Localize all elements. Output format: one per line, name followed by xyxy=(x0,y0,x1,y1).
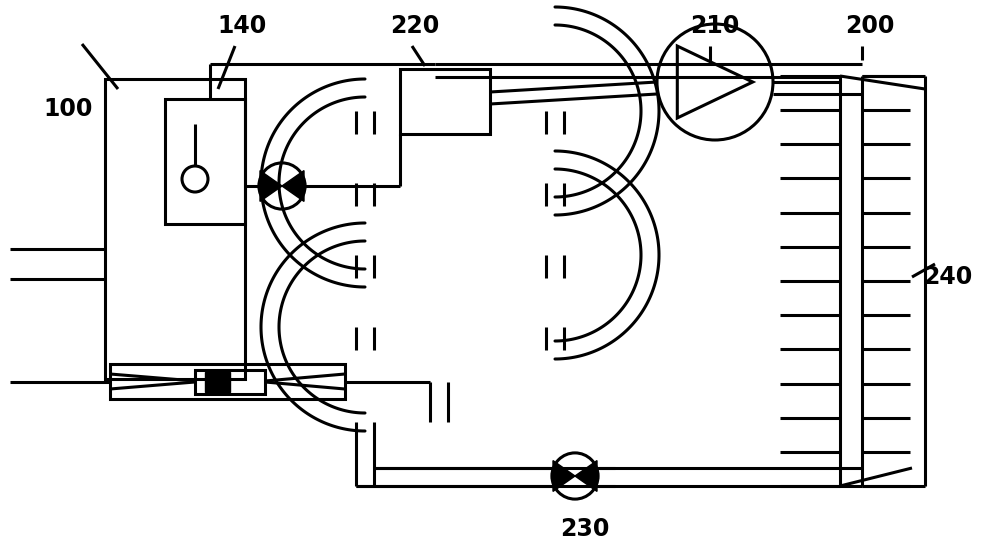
Text: 230: 230 xyxy=(560,517,610,541)
Bar xyxy=(195,370,265,394)
Bar xyxy=(400,69,490,134)
Polygon shape xyxy=(260,171,282,202)
Bar xyxy=(110,364,345,399)
Polygon shape xyxy=(553,460,575,491)
Text: 220: 220 xyxy=(390,14,440,38)
Text: 140: 140 xyxy=(217,14,267,38)
Text: 240: 240 xyxy=(923,265,973,289)
Bar xyxy=(205,372,230,392)
Bar xyxy=(165,99,245,224)
Bar xyxy=(105,79,245,379)
Polygon shape xyxy=(575,460,597,491)
Text: 100: 100 xyxy=(43,97,93,121)
Text: 200: 200 xyxy=(845,14,895,38)
Polygon shape xyxy=(282,171,304,202)
Text: 210: 210 xyxy=(690,14,740,38)
